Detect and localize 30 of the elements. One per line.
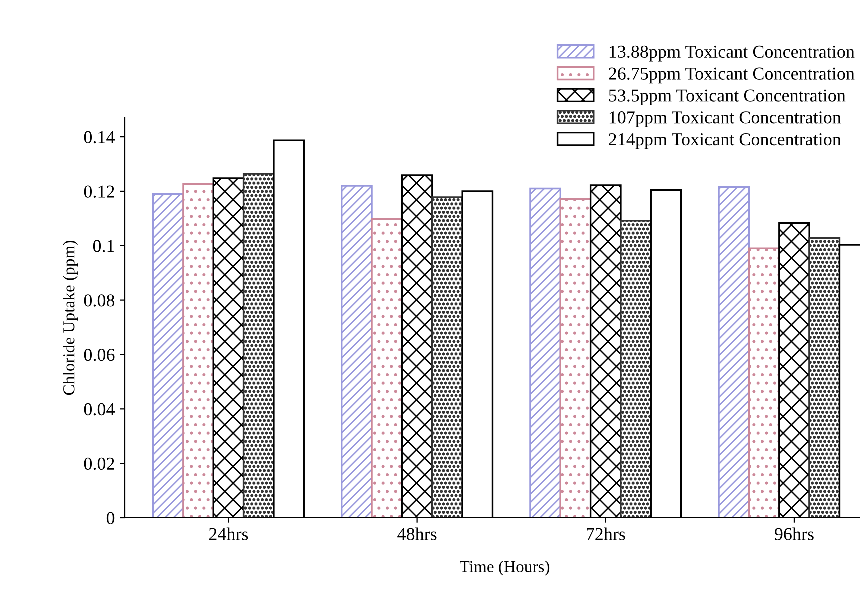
- y-tick-label: 0.1: [93, 240, 114, 252]
- y-tick-label: 0.08: [84, 294, 115, 307]
- legend-label: 107ppm Toxicant Concentration: [610, 112, 842, 128]
- x-tick-label: 24hrs: [209, 528, 248, 540]
- bar: [182, 183, 214, 518]
- bar: [341, 185, 373, 518]
- legend-label: 26.75ppm Toxicant Concentration: [609, 68, 855, 84]
- x-axis-title: Time (Hours): [460, 560, 550, 576]
- y-tick-label: 0.12: [84, 186, 114, 198]
- y-tick-label: 0.14: [84, 131, 115, 144]
- bar: [718, 186, 750, 518]
- bar: [748, 248, 780, 518]
- y-tick-label: 0.06: [84, 348, 115, 362]
- y-tick-label: 0: [106, 512, 115, 524]
- bar: [371, 218, 404, 518]
- y-axis-title: Chloride Uptake (ppm): [63, 240, 78, 396]
- legend-label: 214ppm Toxicant Concentration: [609, 134, 842, 150]
- y-tick-label: 0.04: [84, 403, 115, 416]
- legend-label: 13.88ppm Toxicant Concentration: [610, 46, 855, 62]
- bar: [560, 198, 592, 518]
- x-tick-label: 96hrs: [775, 528, 814, 540]
- bar: [530, 188, 562, 518]
- bar: [432, 196, 464, 518]
- bar: [242, 173, 275, 518]
- legend-label: 53.5ppm Toxicant Concentration: [609, 90, 846, 106]
- x-tick-label: 72hrs: [587, 528, 626, 540]
- x-tick-label: 48hrs: [398, 528, 437, 540]
- bar: [152, 193, 184, 518]
- bar: [620, 220, 652, 518]
- y-tick-label: 0.02: [84, 458, 114, 470]
